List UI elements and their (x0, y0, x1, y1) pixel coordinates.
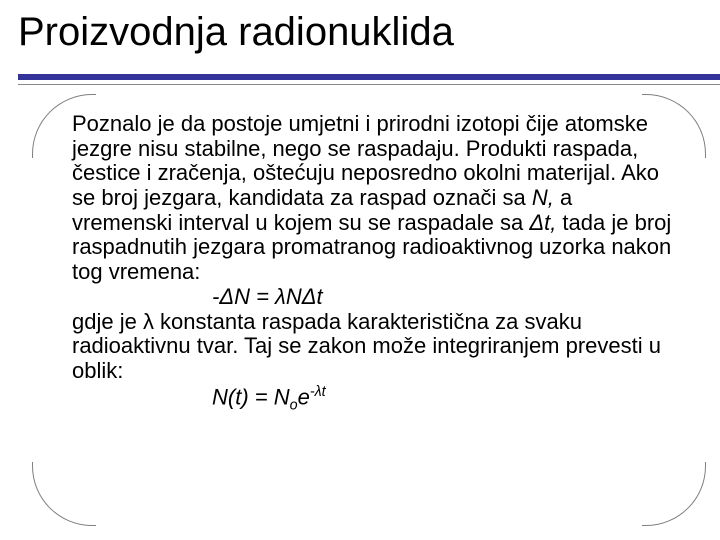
formula-2-sub: o (290, 397, 298, 413)
formula-1: -ΔN = λNΔt (72, 284, 676, 309)
title-underline (18, 74, 720, 80)
formula-2-mid: e (298, 384, 310, 409)
title-underline-accent (18, 74, 62, 80)
formula-2-sup: -λt (310, 384, 326, 400)
var-dt: Δt, (529, 210, 556, 235)
paragraph-2: gdje je λ konstanta raspada karakteristi… (72, 309, 661, 383)
body-area: Poznalo je da postoje umjetni i prirodni… (72, 112, 676, 510)
title-underline-thin (18, 84, 720, 85)
body-text: Poznalo je da postoje umjetni i prirodni… (72, 112, 676, 414)
title-area: Proizvodnja radionuklida (18, 10, 702, 60)
var-N: N, (532, 185, 554, 210)
formula-2: N(t) = Noe-λt (72, 384, 676, 414)
slide: Proizvodnja radionuklida Poznalo je da p… (0, 0, 720, 540)
slide-title: Proizvodnja radionuklida (18, 10, 702, 60)
formula-2-lhs: N(t) = N (212, 384, 290, 409)
